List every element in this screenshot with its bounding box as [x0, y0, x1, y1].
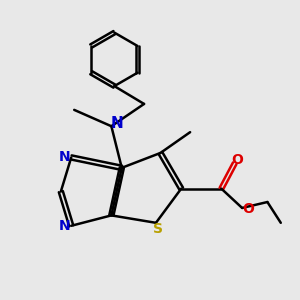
Text: N: N: [110, 116, 123, 131]
Text: O: O: [232, 153, 244, 167]
Text: N: N: [59, 150, 70, 164]
Text: O: O: [243, 202, 255, 216]
Text: N: N: [59, 219, 70, 233]
Text: S: S: [153, 222, 163, 236]
